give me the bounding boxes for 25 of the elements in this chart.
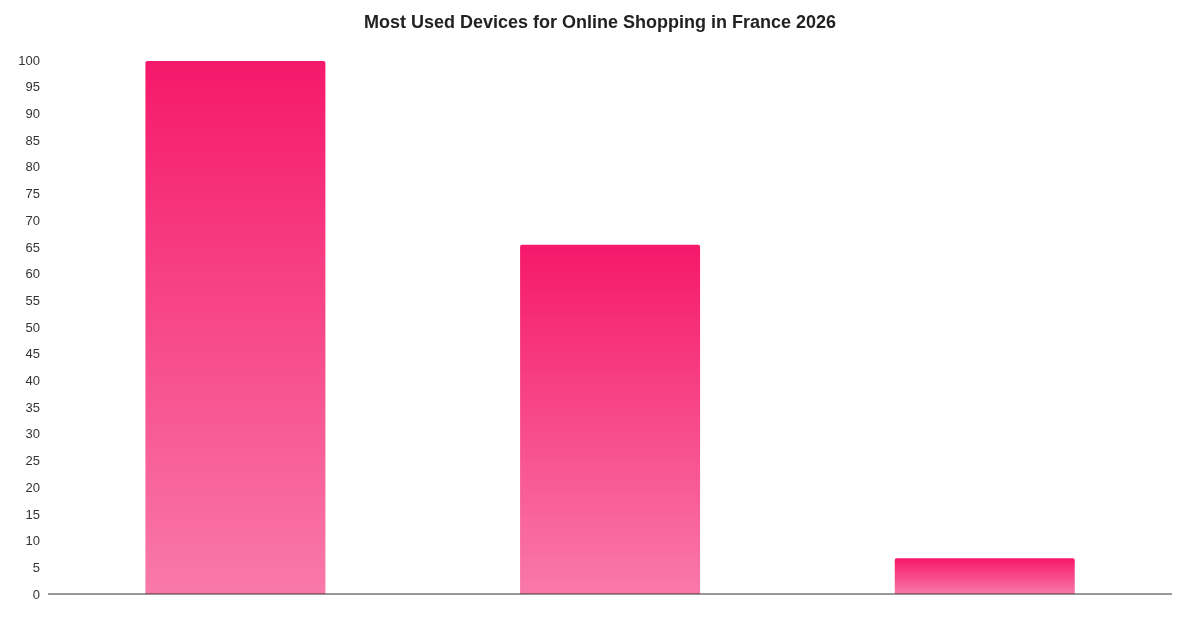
y-tick-label: 45 xyxy=(25,346,40,362)
y-tick-label: 100 xyxy=(18,52,40,68)
y-tick-label: 25 xyxy=(25,453,40,469)
y-tick-label: 0 xyxy=(32,586,40,602)
y-tick-label: 80 xyxy=(25,159,40,175)
y-tick-label: 55 xyxy=(25,292,40,308)
y-tick-label: 60 xyxy=(25,266,40,282)
y-tick-label: 10 xyxy=(25,533,40,549)
y-tick-label: 90 xyxy=(25,106,40,122)
bar xyxy=(520,244,701,594)
chart-title: Most Used Devices for Online Shopping in France 2026 xyxy=(362,11,838,34)
y-tick-label: 40 xyxy=(25,373,40,389)
y-tick-label: 50 xyxy=(25,319,40,335)
y-tick-label: 70 xyxy=(25,212,40,228)
y-tick-label: 35 xyxy=(25,399,40,415)
y-tick-label: 75 xyxy=(25,186,40,202)
y-tick-label: 95 xyxy=(25,79,40,95)
bar xyxy=(145,61,326,594)
y-tick-label: 15 xyxy=(25,506,40,522)
y-tick-label: 65 xyxy=(25,239,40,255)
y-tick-label: 20 xyxy=(25,479,40,495)
y-tick-label: 30 xyxy=(25,426,40,442)
bar xyxy=(894,558,1075,594)
y-tick-label: 5 xyxy=(32,559,40,575)
y-tick-label: 85 xyxy=(25,132,40,148)
